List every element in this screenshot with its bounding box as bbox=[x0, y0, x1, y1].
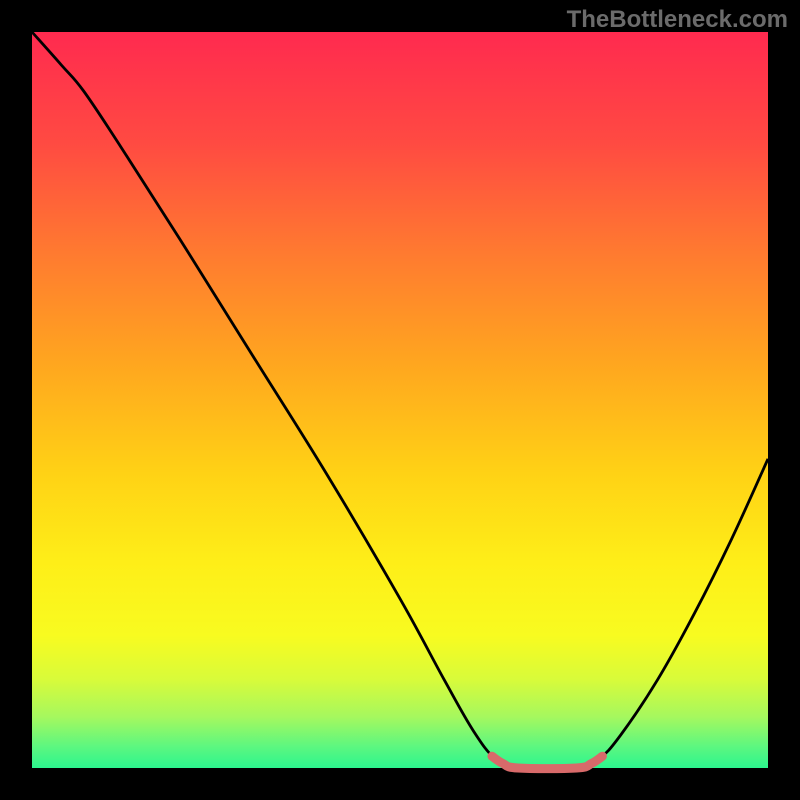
bottleneck-chart bbox=[0, 0, 800, 800]
plot-background bbox=[32, 32, 768, 768]
watermark-text: TheBottleneck.com bbox=[567, 6, 788, 34]
chart-container: { "watermark": { "text": "TheBottleneck.… bbox=[0, 0, 800, 800]
